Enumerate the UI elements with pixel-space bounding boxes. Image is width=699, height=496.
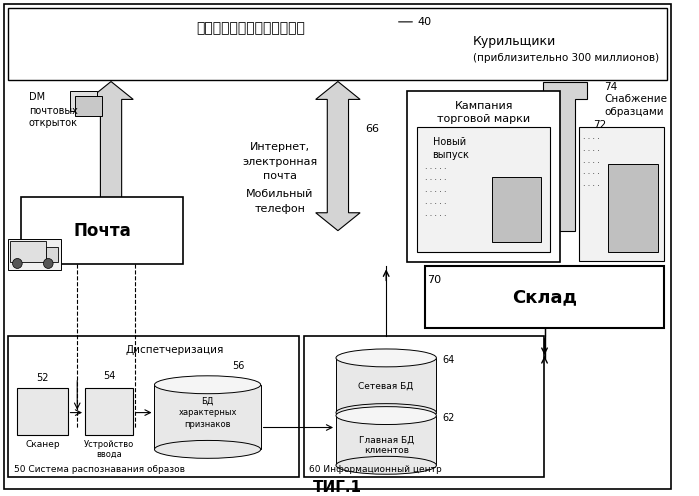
Circle shape: [43, 258, 53, 268]
Text: 54: 54: [103, 371, 115, 381]
Bar: [304, 336, 544, 477]
Bar: [17, 388, 68, 435]
Text: Склад: Склад: [512, 288, 577, 306]
Bar: [579, 127, 664, 261]
Text: Кампания: Кампания: [454, 101, 513, 112]
Text: 62: 62: [442, 413, 454, 423]
Bar: [408, 91, 560, 262]
Text: · · · · ·: · · · · ·: [425, 188, 446, 197]
Text: Главная БД
клиентов: Главная БД клиентов: [359, 435, 414, 455]
Text: почта: почта: [263, 171, 297, 181]
Text: · · · · ·: · · · · ·: [425, 165, 446, 174]
Text: 50 Система распознавания образов: 50 Система распознавания образов: [13, 465, 185, 474]
Bar: [8, 8, 667, 79]
Text: Устройство: Устройство: [84, 440, 134, 449]
Bar: [417, 127, 550, 251]
Text: 56: 56: [231, 361, 244, 371]
Text: · · · · ·: · · · · ·: [425, 212, 446, 221]
Text: DM: DM: [29, 92, 45, 103]
Bar: [8, 336, 299, 477]
Ellipse shape: [336, 349, 436, 367]
Ellipse shape: [336, 456, 436, 474]
Text: электронная: электронная: [243, 157, 317, 167]
Text: открыток: открыток: [29, 118, 78, 128]
Bar: [69, 91, 96, 111]
Bar: [425, 266, 664, 328]
Text: · · · ·: · · · ·: [583, 147, 600, 156]
Text: · · · ·: · · · ·: [583, 171, 600, 180]
Text: · · · ·: · · · ·: [583, 159, 600, 168]
Text: Новый: Новый: [433, 137, 466, 147]
Polygon shape: [89, 81, 134, 231]
Text: · · · · ·: · · · · ·: [425, 200, 446, 209]
Text: Диспетчеризация: Диспетчеризация: [126, 345, 224, 355]
Text: 72: 72: [593, 120, 606, 130]
Text: (приблизительно 300 миллионов): (приблизительно 300 миллионов): [473, 53, 659, 62]
Text: Сканер: Сканер: [25, 440, 60, 449]
Bar: [336, 358, 436, 413]
Bar: [10, 241, 46, 262]
Polygon shape: [542, 81, 587, 231]
Text: 52: 52: [36, 373, 49, 383]
Text: БД
характерных
признаков: БД характерных признаков: [178, 396, 237, 429]
Polygon shape: [316, 81, 360, 231]
Text: торговой марки: торговой марки: [437, 114, 531, 124]
Circle shape: [13, 258, 22, 268]
Bar: [8, 239, 61, 270]
Text: ΤИГ.1: ΤИГ.1: [312, 480, 361, 495]
Text: Мобильный: Мобильный: [246, 189, 314, 199]
Text: 64: 64: [442, 355, 454, 365]
Text: выпуск: выпуск: [433, 150, 470, 160]
Text: Сетевая БД: Сетевая БД: [359, 381, 414, 390]
Bar: [154, 385, 261, 449]
Ellipse shape: [336, 404, 436, 422]
Text: 40: 40: [417, 17, 431, 27]
Bar: [608, 164, 658, 251]
Text: ввода: ввода: [96, 450, 122, 459]
Text: телефон: телефон: [254, 204, 305, 214]
Text: 74: 74: [605, 82, 618, 92]
Text: образцами: образцами: [605, 107, 664, 118]
Text: Курильщики: Курильщики: [473, 35, 556, 48]
Text: · · · · ·: · · · · ·: [425, 177, 446, 186]
Text: Интернет,: Интернет,: [250, 142, 310, 152]
Bar: [21, 197, 183, 264]
Ellipse shape: [154, 440, 261, 458]
Bar: [46, 247, 58, 262]
Text: ለለለለለለለለለለለለለ: ለለለለለለለለለለለለለ: [196, 21, 305, 35]
Text: Почта: Почта: [73, 222, 131, 240]
Bar: [492, 177, 540, 242]
Bar: [85, 388, 134, 435]
Text: · · · ·: · · · ·: [583, 135, 600, 144]
Text: 60 Информационный центр: 60 Информационный центр: [309, 465, 442, 474]
Text: · · · ·: · · · ·: [583, 183, 600, 191]
Text: Снабжение: Снабжение: [605, 94, 668, 105]
Bar: [336, 416, 436, 465]
Bar: [75, 96, 102, 117]
Text: 66: 66: [365, 124, 379, 134]
Ellipse shape: [336, 407, 436, 425]
Text: 70: 70: [426, 275, 441, 285]
Ellipse shape: [154, 376, 261, 394]
Text: почтовых: почтовых: [29, 106, 78, 117]
